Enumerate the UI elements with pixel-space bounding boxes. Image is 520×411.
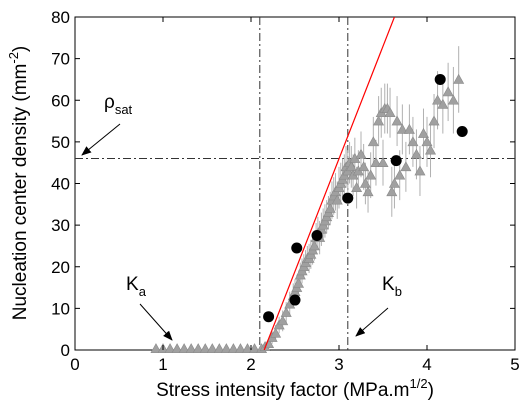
- triangle-point: [178, 343, 190, 354]
- triangle-point: [185, 343, 197, 354]
- triangle-point: [400, 161, 412, 172]
- triangle-point: [365, 169, 377, 180]
- circle-point: [456, 125, 468, 137]
- circle-point: [291, 242, 303, 254]
- x-tick-label: 3: [334, 355, 343, 374]
- triangle-point: [308, 240, 320, 251]
- triangle-point: [442, 86, 454, 97]
- triangle-point: [234, 343, 246, 354]
- triangle-point: [370, 157, 382, 167]
- triangle-point: [388, 177, 400, 188]
- triangle-point: [394, 169, 406, 180]
- circle-series: [263, 73, 468, 323]
- x-tick-label: 2: [246, 355, 255, 374]
- triangle-point: [293, 277, 305, 288]
- y-tick-label: 30: [51, 216, 70, 235]
- y-tick-label: 50: [51, 133, 70, 152]
- triangle-point: [362, 186, 374, 197]
- rho-sat-annotation: ρsat: [104, 92, 133, 117]
- kb-arrow: [355, 307, 389, 337]
- triangle-point: [249, 343, 261, 354]
- triangle-point: [150, 343, 162, 354]
- y-tick-label: 0: [61, 341, 70, 360]
- triangle-point: [386, 186, 398, 197]
- triangle-point: [199, 343, 211, 354]
- y-tick-label: 80: [51, 8, 70, 27]
- triangle-point: [453, 73, 465, 84]
- fit-line: [263, 17, 395, 350]
- triangle-point: [358, 161, 370, 172]
- triangle-point: [384, 107, 396, 118]
- triangle-point: [391, 115, 403, 126]
- triangle-point: [206, 343, 218, 354]
- triangle-point: [164, 343, 176, 354]
- ka-annotation: Ka: [126, 274, 147, 299]
- circle-point: [434, 73, 446, 85]
- triangle-point: [428, 115, 440, 126]
- triangle-point: [410, 148, 422, 159]
- circle-point: [263, 311, 275, 323]
- triangle-point: [396, 123, 408, 134]
- triangle-point: [425, 144, 437, 155]
- triangle-point: [447, 94, 459, 105]
- y-tick-label: 20: [51, 258, 70, 277]
- kb-annotation: Kb: [382, 274, 402, 299]
- triangle-point: [373, 115, 385, 126]
- triangle-point: [432, 94, 444, 105]
- fit-line-series: [263, 17, 395, 350]
- x-tick-label: 1: [158, 355, 167, 374]
- triangle-point: [437, 98, 449, 109]
- y-tick-label: 10: [51, 299, 70, 318]
- x-tick-label: 5: [510, 355, 519, 374]
- triangle-point: [227, 343, 239, 354]
- triangle-point: [270, 327, 282, 338]
- triangle-point: [280, 306, 292, 317]
- y-tick-label: 70: [51, 50, 70, 69]
- triangle-point: [345, 161, 357, 172]
- ka-arrow: [139, 303, 173, 341]
- triangle-point: [277, 315, 289, 326]
- circle-point: [390, 155, 402, 167]
- triangle-point: [407, 136, 419, 147]
- circle-point: [289, 294, 301, 306]
- rho-sat-arrow: [81, 123, 121, 156]
- x-tick-label: 4: [422, 355, 431, 374]
- triangle-point: [355, 148, 367, 159]
- triangle-point: [403, 123, 415, 134]
- triangle-point: [359, 177, 371, 188]
- triangle-point: [220, 343, 232, 354]
- y-tick-label: 40: [51, 175, 70, 194]
- x-axis-label: Stress intensity factor (MPa.m1/2): [156, 376, 434, 401]
- circle-point: [342, 192, 354, 204]
- circle-point: [311, 230, 323, 242]
- triangle-point: [171, 343, 183, 354]
- triangle-point: [324, 202, 336, 213]
- triangle-point: [331, 194, 343, 205]
- triangle-point: [414, 165, 426, 176]
- triangle-point: [417, 127, 429, 138]
- triangle-point: [377, 157, 389, 167]
- triangle-point: [241, 343, 253, 354]
- triangle-point: [351, 182, 363, 192]
- triangle-point: [192, 343, 204, 354]
- triangle-point: [213, 343, 225, 354]
- y-axis-label: Nucleation center density (mm-2): [6, 46, 31, 321]
- triangle-point: [421, 136, 433, 147]
- x-tick-label: 0: [70, 355, 79, 374]
- triangle-series: [150, 73, 465, 354]
- y-tick-label: 60: [51, 91, 70, 110]
- triangle-point: [367, 136, 379, 147]
